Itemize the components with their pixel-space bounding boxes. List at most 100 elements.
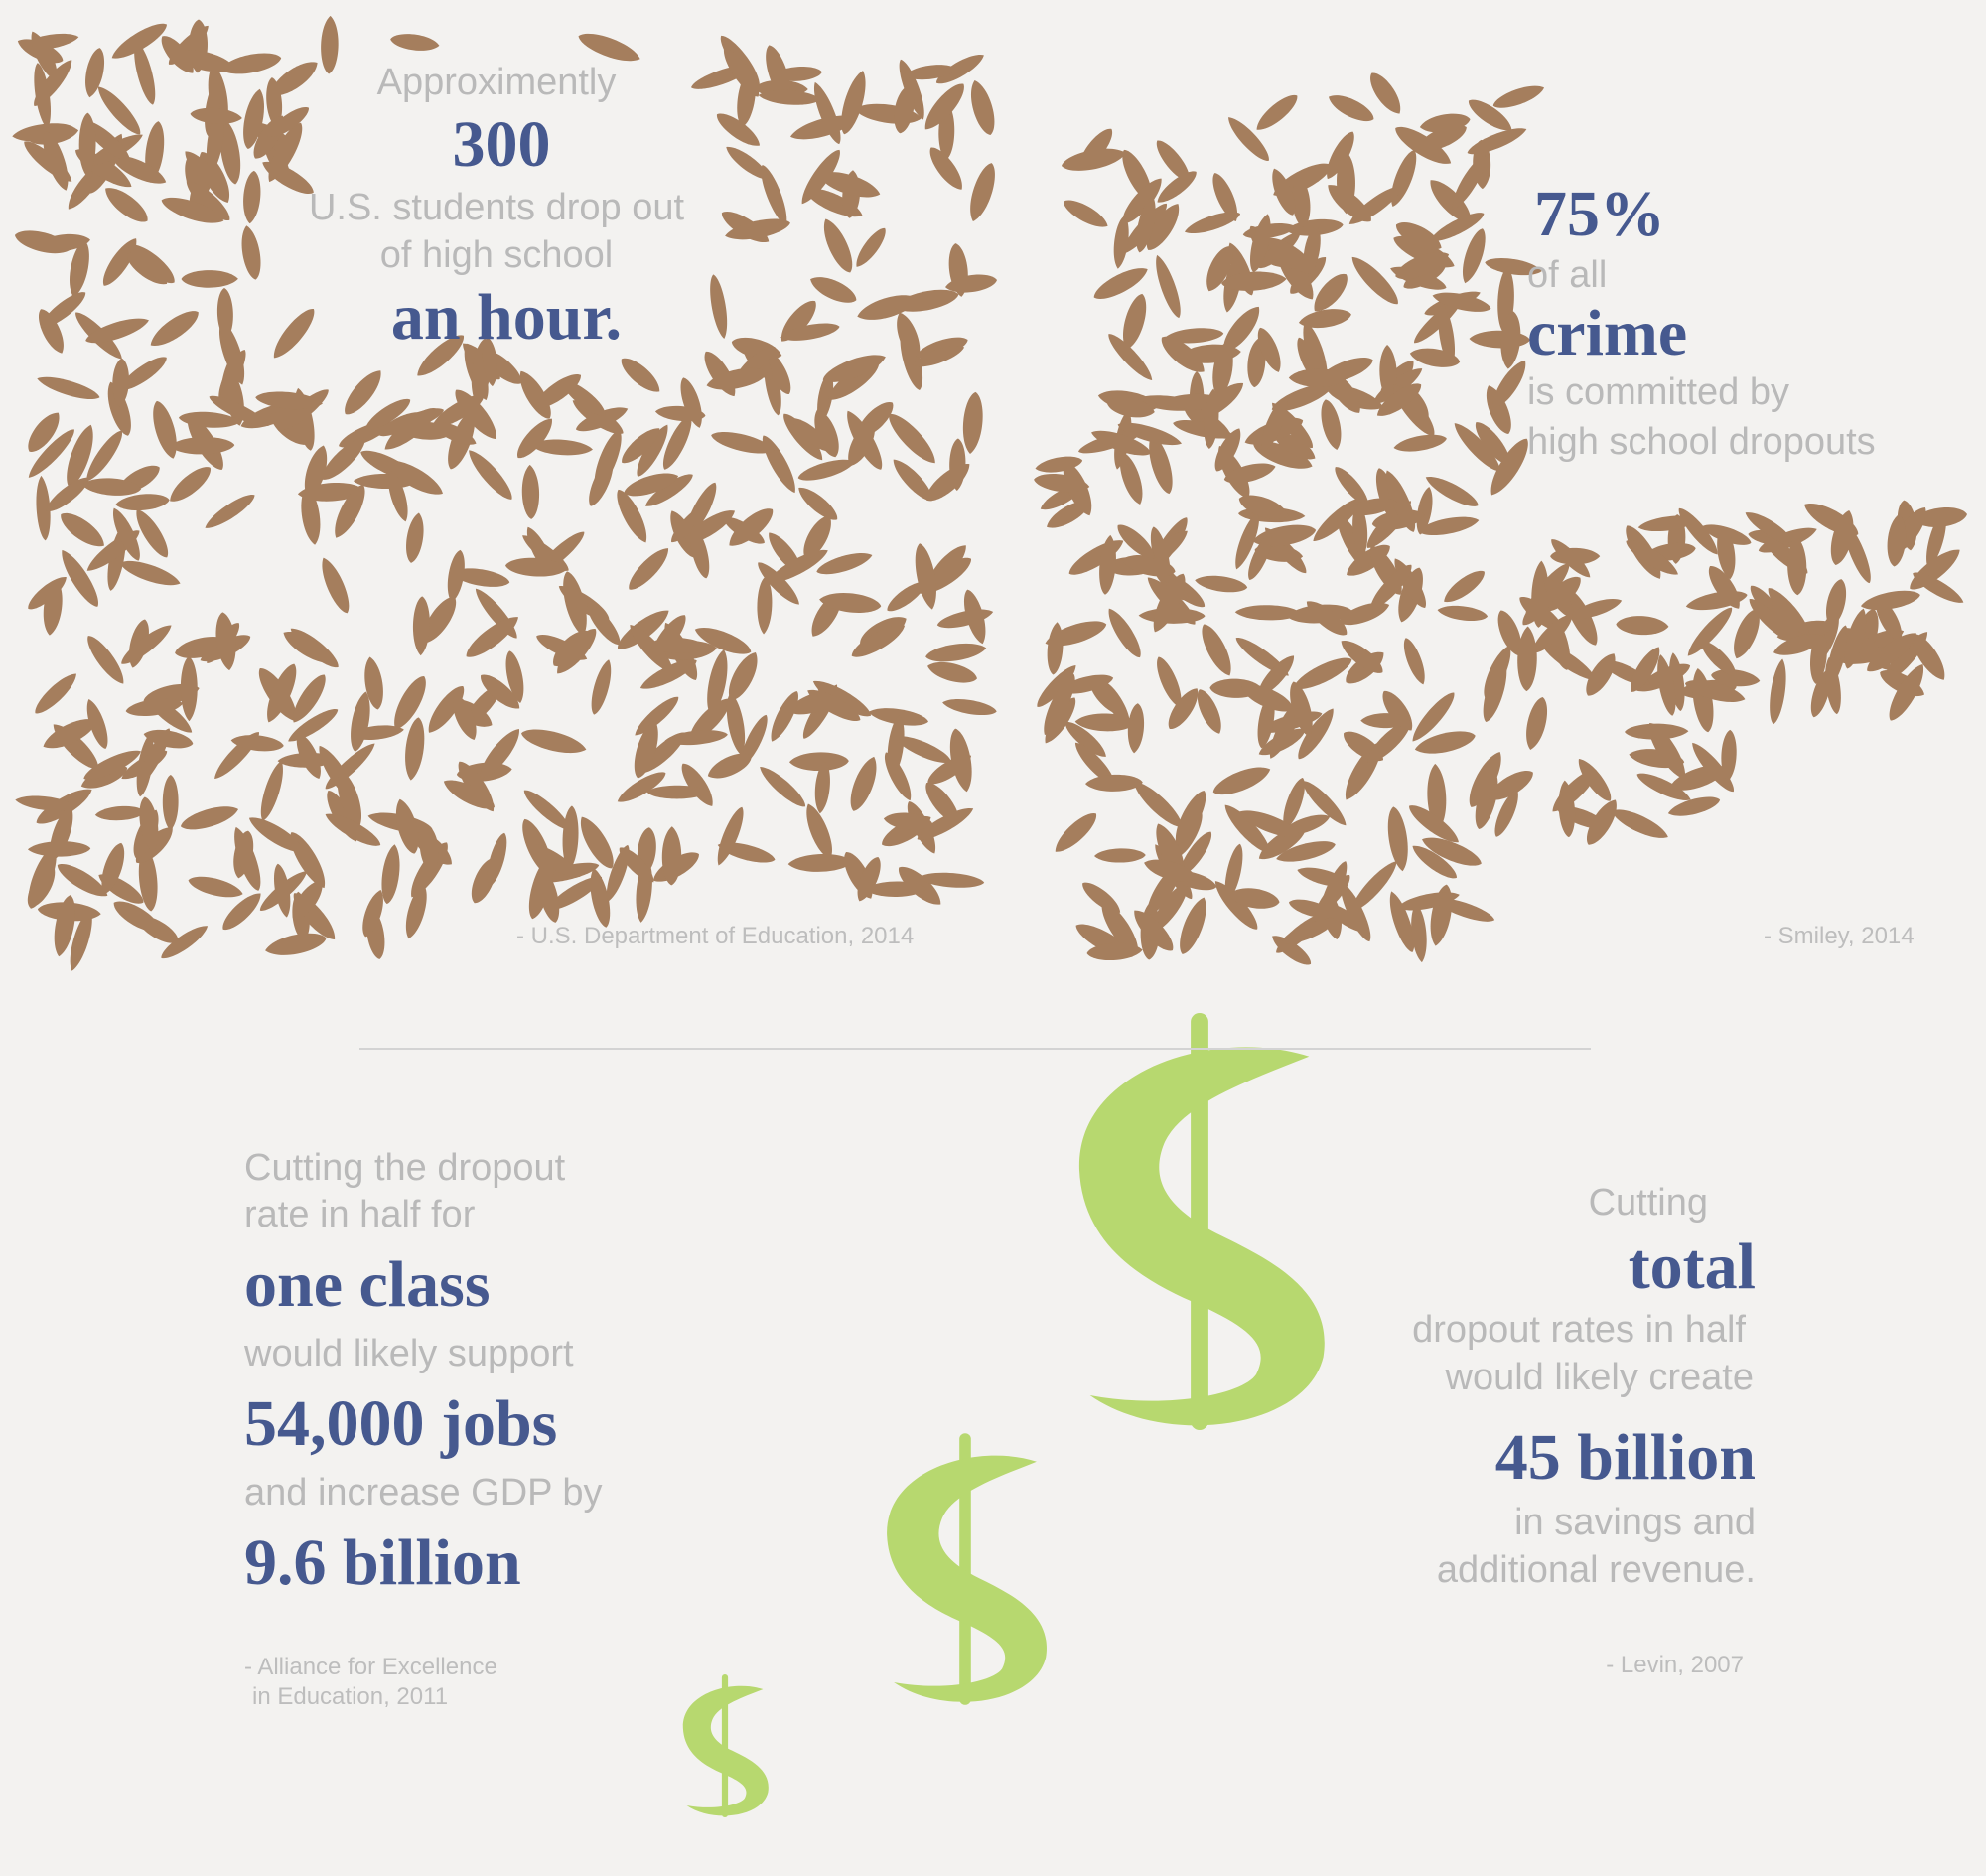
seed-shape: [219, 53, 282, 74]
seed-shape: [243, 88, 264, 150]
seed-shape: [1064, 200, 1108, 227]
seed-shape: [1108, 608, 1141, 658]
seed-shape: [681, 763, 713, 806]
seed-shape: [822, 355, 886, 382]
seed-shape: [523, 790, 571, 831]
seed-shape: [1144, 859, 1197, 882]
seed-shape: [381, 844, 400, 905]
seed-shape: [1327, 131, 1354, 180]
seed-shape: [1271, 383, 1335, 412]
seed-shape: [1306, 601, 1348, 636]
seed-shape: [1113, 216, 1129, 269]
stat1-prefix: Approximently: [376, 62, 617, 103]
seed-shape: [848, 421, 875, 467]
seed-shape: [970, 163, 995, 222]
seed-shape: [1090, 430, 1152, 456]
seed-shape: [36, 475, 51, 541]
seed-shape: [645, 474, 693, 506]
seed-shape: [1238, 495, 1289, 519]
seed-shape: [819, 593, 882, 613]
seed-shape: [652, 615, 686, 657]
seed-shape: [646, 785, 709, 799]
seed-shape: [273, 309, 315, 359]
seed-shape: [1168, 688, 1199, 729]
seed-shape: [1266, 237, 1316, 274]
seed-shape: [1335, 467, 1369, 506]
seed-shape: [725, 218, 790, 240]
seed-shape: [121, 625, 172, 664]
seed-shape: [964, 589, 986, 645]
seed-shape: [716, 113, 761, 146]
seed-shape: [139, 796, 159, 852]
seed-shape: [43, 579, 63, 636]
seed-shape: [78, 112, 96, 177]
seed-shape: [1462, 228, 1486, 284]
seed-shape: [1247, 338, 1266, 388]
seed-shape: [724, 47, 760, 97]
seed-shape: [1721, 729, 1737, 782]
seed-shape: [546, 876, 603, 911]
seed-shape: [1437, 605, 1489, 622]
seed-shape: [635, 696, 679, 736]
seed-shape: [27, 125, 79, 145]
seed-shape: [1454, 423, 1500, 472]
seed-shape: [1173, 420, 1234, 439]
seed-shape: [50, 805, 73, 861]
seed-shape: [791, 418, 831, 452]
seed-shape: [1485, 258, 1542, 276]
seed-shape: [136, 508, 169, 558]
seed-shape: [1432, 292, 1491, 312]
seed-shape: [639, 659, 697, 689]
seed-shape: [1352, 504, 1368, 558]
seed-shape: [1486, 385, 1511, 434]
seed-shape: [169, 437, 235, 455]
seed-shape: [1223, 306, 1259, 352]
seed-shape: [893, 459, 932, 502]
stat3-line3: would likely support: [244, 1333, 574, 1374]
seed-shape: [1404, 638, 1425, 685]
seed-shape: [1500, 311, 1521, 369]
seed-shape: [101, 842, 125, 895]
seed-shape: [364, 656, 383, 710]
seed-shape: [1274, 432, 1316, 460]
seed-shape: [1272, 402, 1313, 449]
seed-shape: [883, 812, 933, 830]
seed-shape: [1281, 918, 1338, 944]
seed-shape: [292, 880, 323, 920]
seed-shape: [112, 358, 129, 407]
seed-shape: [162, 775, 179, 831]
seed-shape: [1164, 328, 1224, 344]
seed-shape: [1258, 655, 1295, 695]
seed-shape: [40, 292, 86, 328]
seed-shape: [1370, 72, 1401, 114]
seed-shape: [823, 218, 853, 273]
seed-shape: [617, 772, 666, 802]
seed-shape: [1351, 256, 1398, 305]
seed-shape: [663, 414, 692, 470]
seed-shape: [1419, 516, 1480, 535]
seed-shape: [1288, 368, 1347, 387]
seed-shape: [1385, 470, 1416, 532]
seed-shape: [1551, 539, 1591, 578]
seed-shape: [432, 421, 477, 445]
seed-shape: [83, 750, 142, 780]
seed-shape: [925, 643, 987, 662]
seed-shape: [219, 119, 241, 185]
seed-shape: [394, 675, 426, 730]
seed-shape: [915, 543, 936, 610]
seed-shape: [1497, 610, 1522, 656]
seed-shape: [28, 845, 57, 909]
seed-shape: [1787, 536, 1807, 596]
seed-shape: [469, 450, 512, 500]
seed-shape: [1108, 334, 1153, 380]
seed-shape: [1133, 781, 1182, 827]
seed-shape: [1093, 268, 1148, 299]
seed-shape: [761, 164, 787, 226]
seed-shape: [86, 699, 108, 749]
seed-shape: [24, 141, 72, 182]
seed-shape: [928, 545, 966, 585]
seed-shape: [1055, 813, 1096, 852]
seed-shape: [1079, 128, 1113, 170]
seed-shape: [580, 816, 614, 869]
seed-shape: [1468, 99, 1512, 131]
